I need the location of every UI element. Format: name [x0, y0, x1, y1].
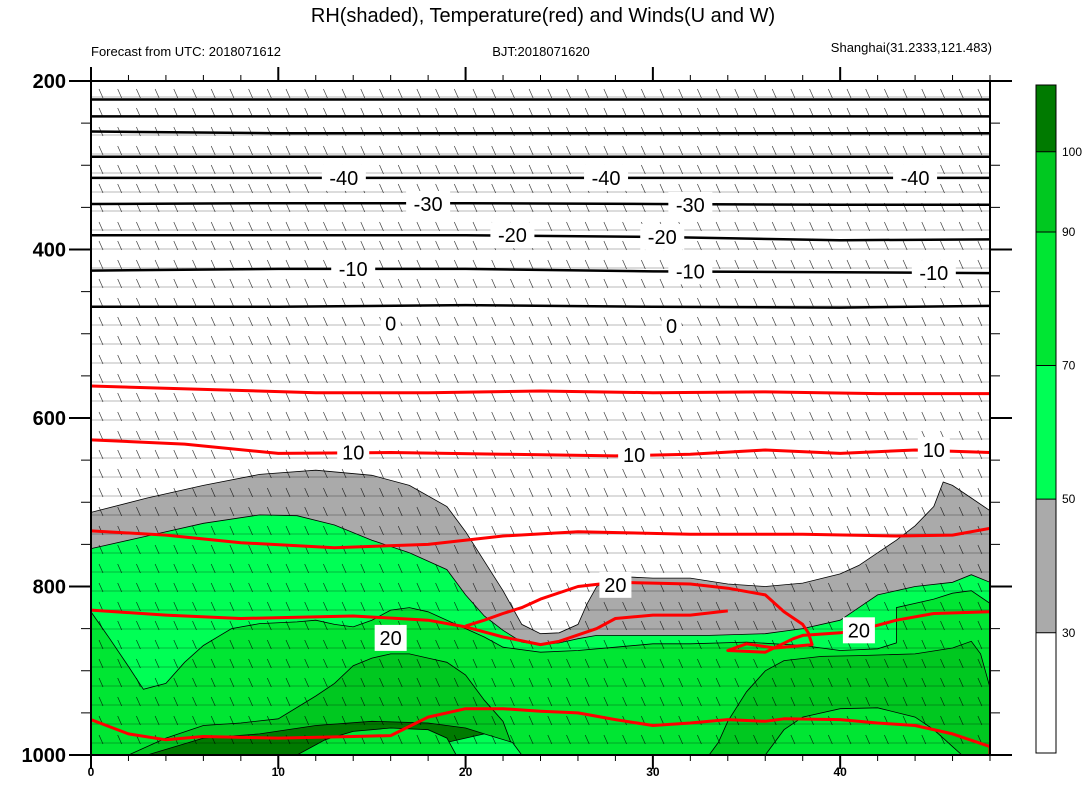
contour-label-box — [668, 258, 713, 285]
contour-label: -20 — [648, 227, 677, 249]
contour-label-box — [337, 439, 370, 466]
plot-area: -40 -40 -40 -30 -30 -20 -20 -10 -10 -10 0 0 10 10 10 20… — [91, 81, 990, 755]
contour-label: -40 — [901, 168, 930, 190]
contour-label: -10 — [919, 263, 948, 285]
contour-label: 20 — [380, 628, 402, 650]
colorbar-label: 100 — [1062, 145, 1082, 159]
temperature-contours — [91, 98, 990, 755]
x-tick-label: 30 — [646, 765, 660, 779]
colorbar: 30 50 70 90 100 — [1035, 84, 1082, 754]
contour-label-box — [406, 191, 451, 218]
contour-label: -20 — [498, 225, 527, 247]
colorbar-label: 90 — [1062, 225, 1076, 239]
temperature-line-20-right — [465, 580, 990, 654]
bjt-label: BJT:2018071620 — [492, 44, 590, 59]
temperature-line-15 — [91, 526, 990, 550]
temperature-line-20-left — [91, 608, 728, 647]
x-tick-label: 10 — [272, 765, 286, 779]
contour-label: 10 — [342, 443, 364, 465]
contour-label: -40 — [592, 168, 621, 190]
contour-label-box — [618, 442, 651, 469]
contour-label-box — [331, 255, 376, 282]
contour-label: 0 — [666, 316, 677, 338]
contour-label-box — [584, 164, 629, 191]
y-tick-label: 200 — [33, 71, 66, 93]
x-tick-label: 20 — [459, 765, 473, 779]
y-tick-label: 600 — [33, 408, 66, 430]
contour-label-box — [490, 222, 535, 249]
x-tick-label: 0 — [88, 765, 95, 779]
y-tick-label: 1000 — [22, 745, 67, 767]
temperature-line--55 — [91, 130, 990, 135]
contour-label-box — [380, 310, 401, 337]
contour-label-box — [893, 164, 938, 191]
contour-label-box — [917, 437, 950, 464]
temperature-line-5 — [91, 384, 990, 396]
colorbar-label: 70 — [1062, 359, 1076, 373]
contour-label: 0 — [385, 314, 396, 336]
contour-label: -30 — [676, 195, 705, 217]
colorbar-label: 30 — [1062, 626, 1076, 640]
contour-label: 10 — [623, 445, 645, 467]
rh-shading — [91, 469, 990, 755]
contour-label: -30 — [414, 194, 443, 216]
colorbar-ramp — [1035, 84, 1057, 754]
temperature-line--10 — [91, 267, 990, 275]
contour-label: 10 — [923, 440, 945, 462]
chart-title: RH(shaded), Temperature(red) and Winds(U… — [311, 5, 775, 27]
colorbar-label: 50 — [1062, 492, 1076, 506]
forecast-label: Forecast from UTC: 2018071612 — [91, 44, 281, 59]
temperature-line--30 — [91, 201, 990, 207]
wind-barbs — [91, 88, 990, 745]
contour-label-box — [668, 191, 713, 218]
temperature-line-25 — [91, 707, 990, 755]
contour-label: -10 — [339, 259, 368, 281]
contour-label: 20 — [604, 575, 626, 597]
contour-label: 20 — [848, 620, 870, 642]
temperature-line-10 — [91, 438, 990, 458]
contour-label: -40 — [329, 168, 358, 190]
contour-label-box — [911, 260, 956, 287]
y-tick-label: 400 — [33, 240, 66, 262]
contour-label-box — [599, 571, 632, 598]
contour-label-box — [640, 223, 685, 250]
location-label: Shanghai(31.2333,121.483) — [831, 40, 992, 55]
contour-label: -10 — [676, 261, 705, 283]
contour-label-box — [321, 164, 366, 191]
contour-label-box — [374, 624, 407, 651]
contour-label-box — [661, 313, 682, 340]
contour-label-box — [842, 617, 875, 644]
temperature-line-0 — [91, 303, 990, 309]
y-tick-label: 800 — [33, 577, 66, 599]
contour-labels: -40 -40 -40 -30 -30 -20 -20 -10 -10 -10 0 0 10 10 10 20… — [321, 164, 956, 651]
temperature-line--20 — [91, 233, 990, 242]
x-tick-label: 40 — [833, 765, 847, 779]
